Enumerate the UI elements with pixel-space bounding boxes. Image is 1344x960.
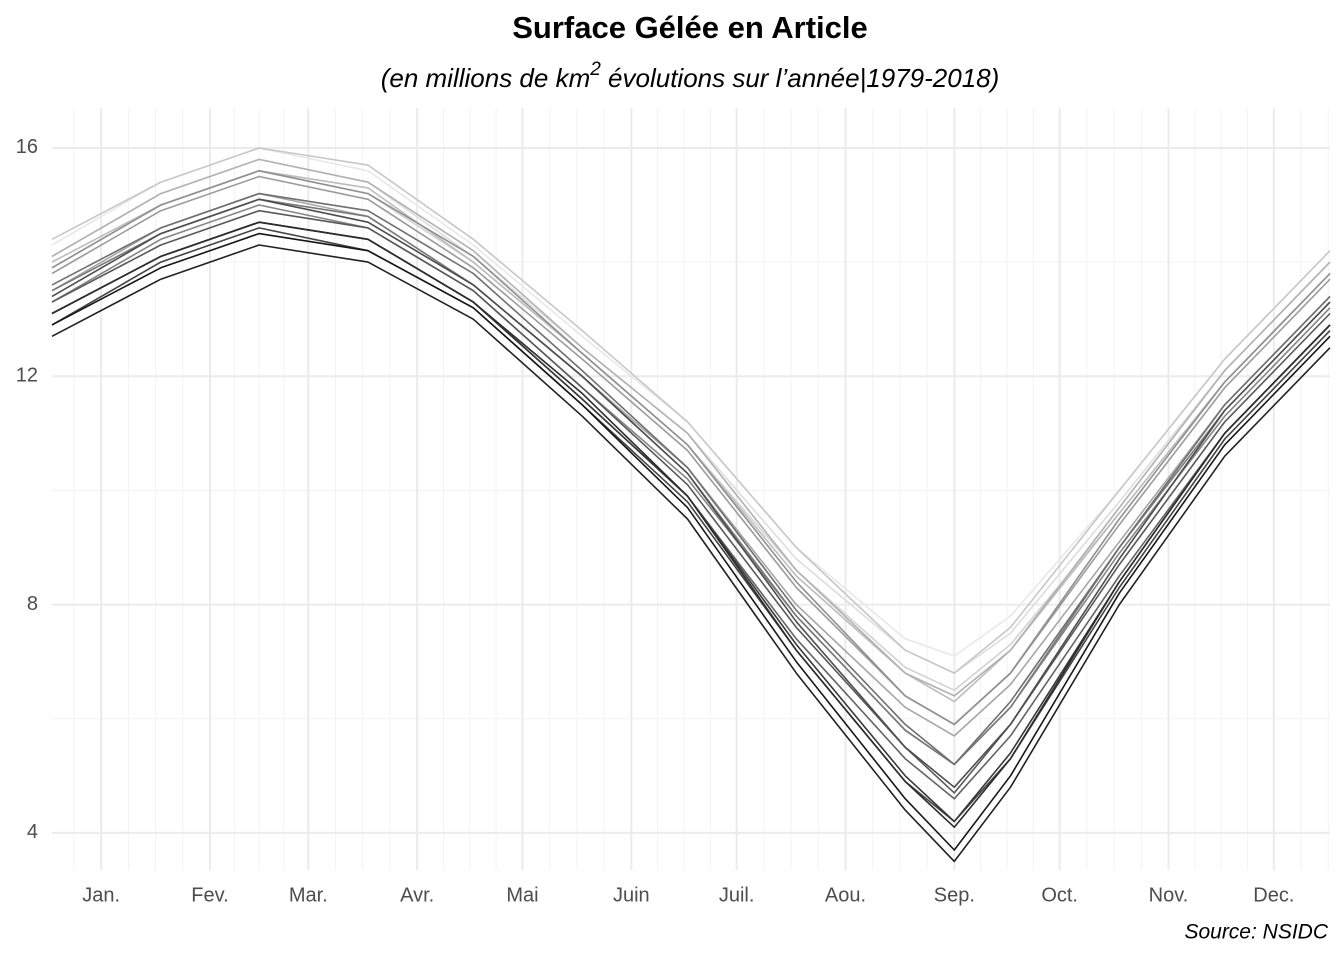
- x-tick-label: Nov.: [1149, 884, 1189, 906]
- series-line: [51, 192, 1331, 737]
- x-tick-label: Aou.: [825, 884, 866, 906]
- x-tick-label: Juil.: [719, 884, 755, 906]
- x-tick-label: Avr.: [400, 884, 434, 906]
- x-tick-label: Dec.: [1253, 884, 1294, 906]
- series-line: [51, 198, 1331, 788]
- subtitle-superscript: 2: [589, 59, 601, 80]
- series-line: [51, 175, 1331, 726]
- chart-title: Surface Gélée en Article: [512, 10, 868, 45]
- series-line: [51, 170, 1331, 726]
- series-line: [51, 232, 1331, 851]
- x-tick-label: Juin: [613, 884, 650, 906]
- subtitle-part: (en millions de km: [381, 63, 591, 93]
- y-tick-label: 4: [27, 821, 38, 843]
- x-tick-label: Fev.: [191, 884, 228, 906]
- series-line: [51, 221, 1331, 828]
- x-tick-label: Mai: [506, 884, 538, 906]
- series-line: [51, 170, 1331, 703]
- y-tick-label: 16: [16, 136, 38, 158]
- x-tick-label: Sep.: [934, 884, 975, 906]
- lines: [51, 147, 1331, 863]
- y-tick-label: 12: [16, 365, 38, 387]
- x-tick-label: Oct.: [1041, 884, 1078, 906]
- series-line: [51, 147, 1331, 674]
- series-line: [51, 192, 1331, 766]
- y-tick-label: 8: [27, 593, 38, 615]
- series-line: [51, 244, 1331, 863]
- subtitle-part: évolutions sur l’année|1979-2018): [601, 63, 999, 93]
- x-tick-label: Jan.: [82, 884, 120, 906]
- series-line: [51, 227, 1331, 823]
- source: Source: NSIDC: [1184, 921, 1328, 944]
- series-line: [51, 158, 1331, 697]
- series-line: [51, 209, 1331, 794]
- chart-subtitle: (en millions de km2 évolutions sur l’ann…: [381, 59, 1000, 93]
- x-tick-label: Mar.: [289, 884, 328, 906]
